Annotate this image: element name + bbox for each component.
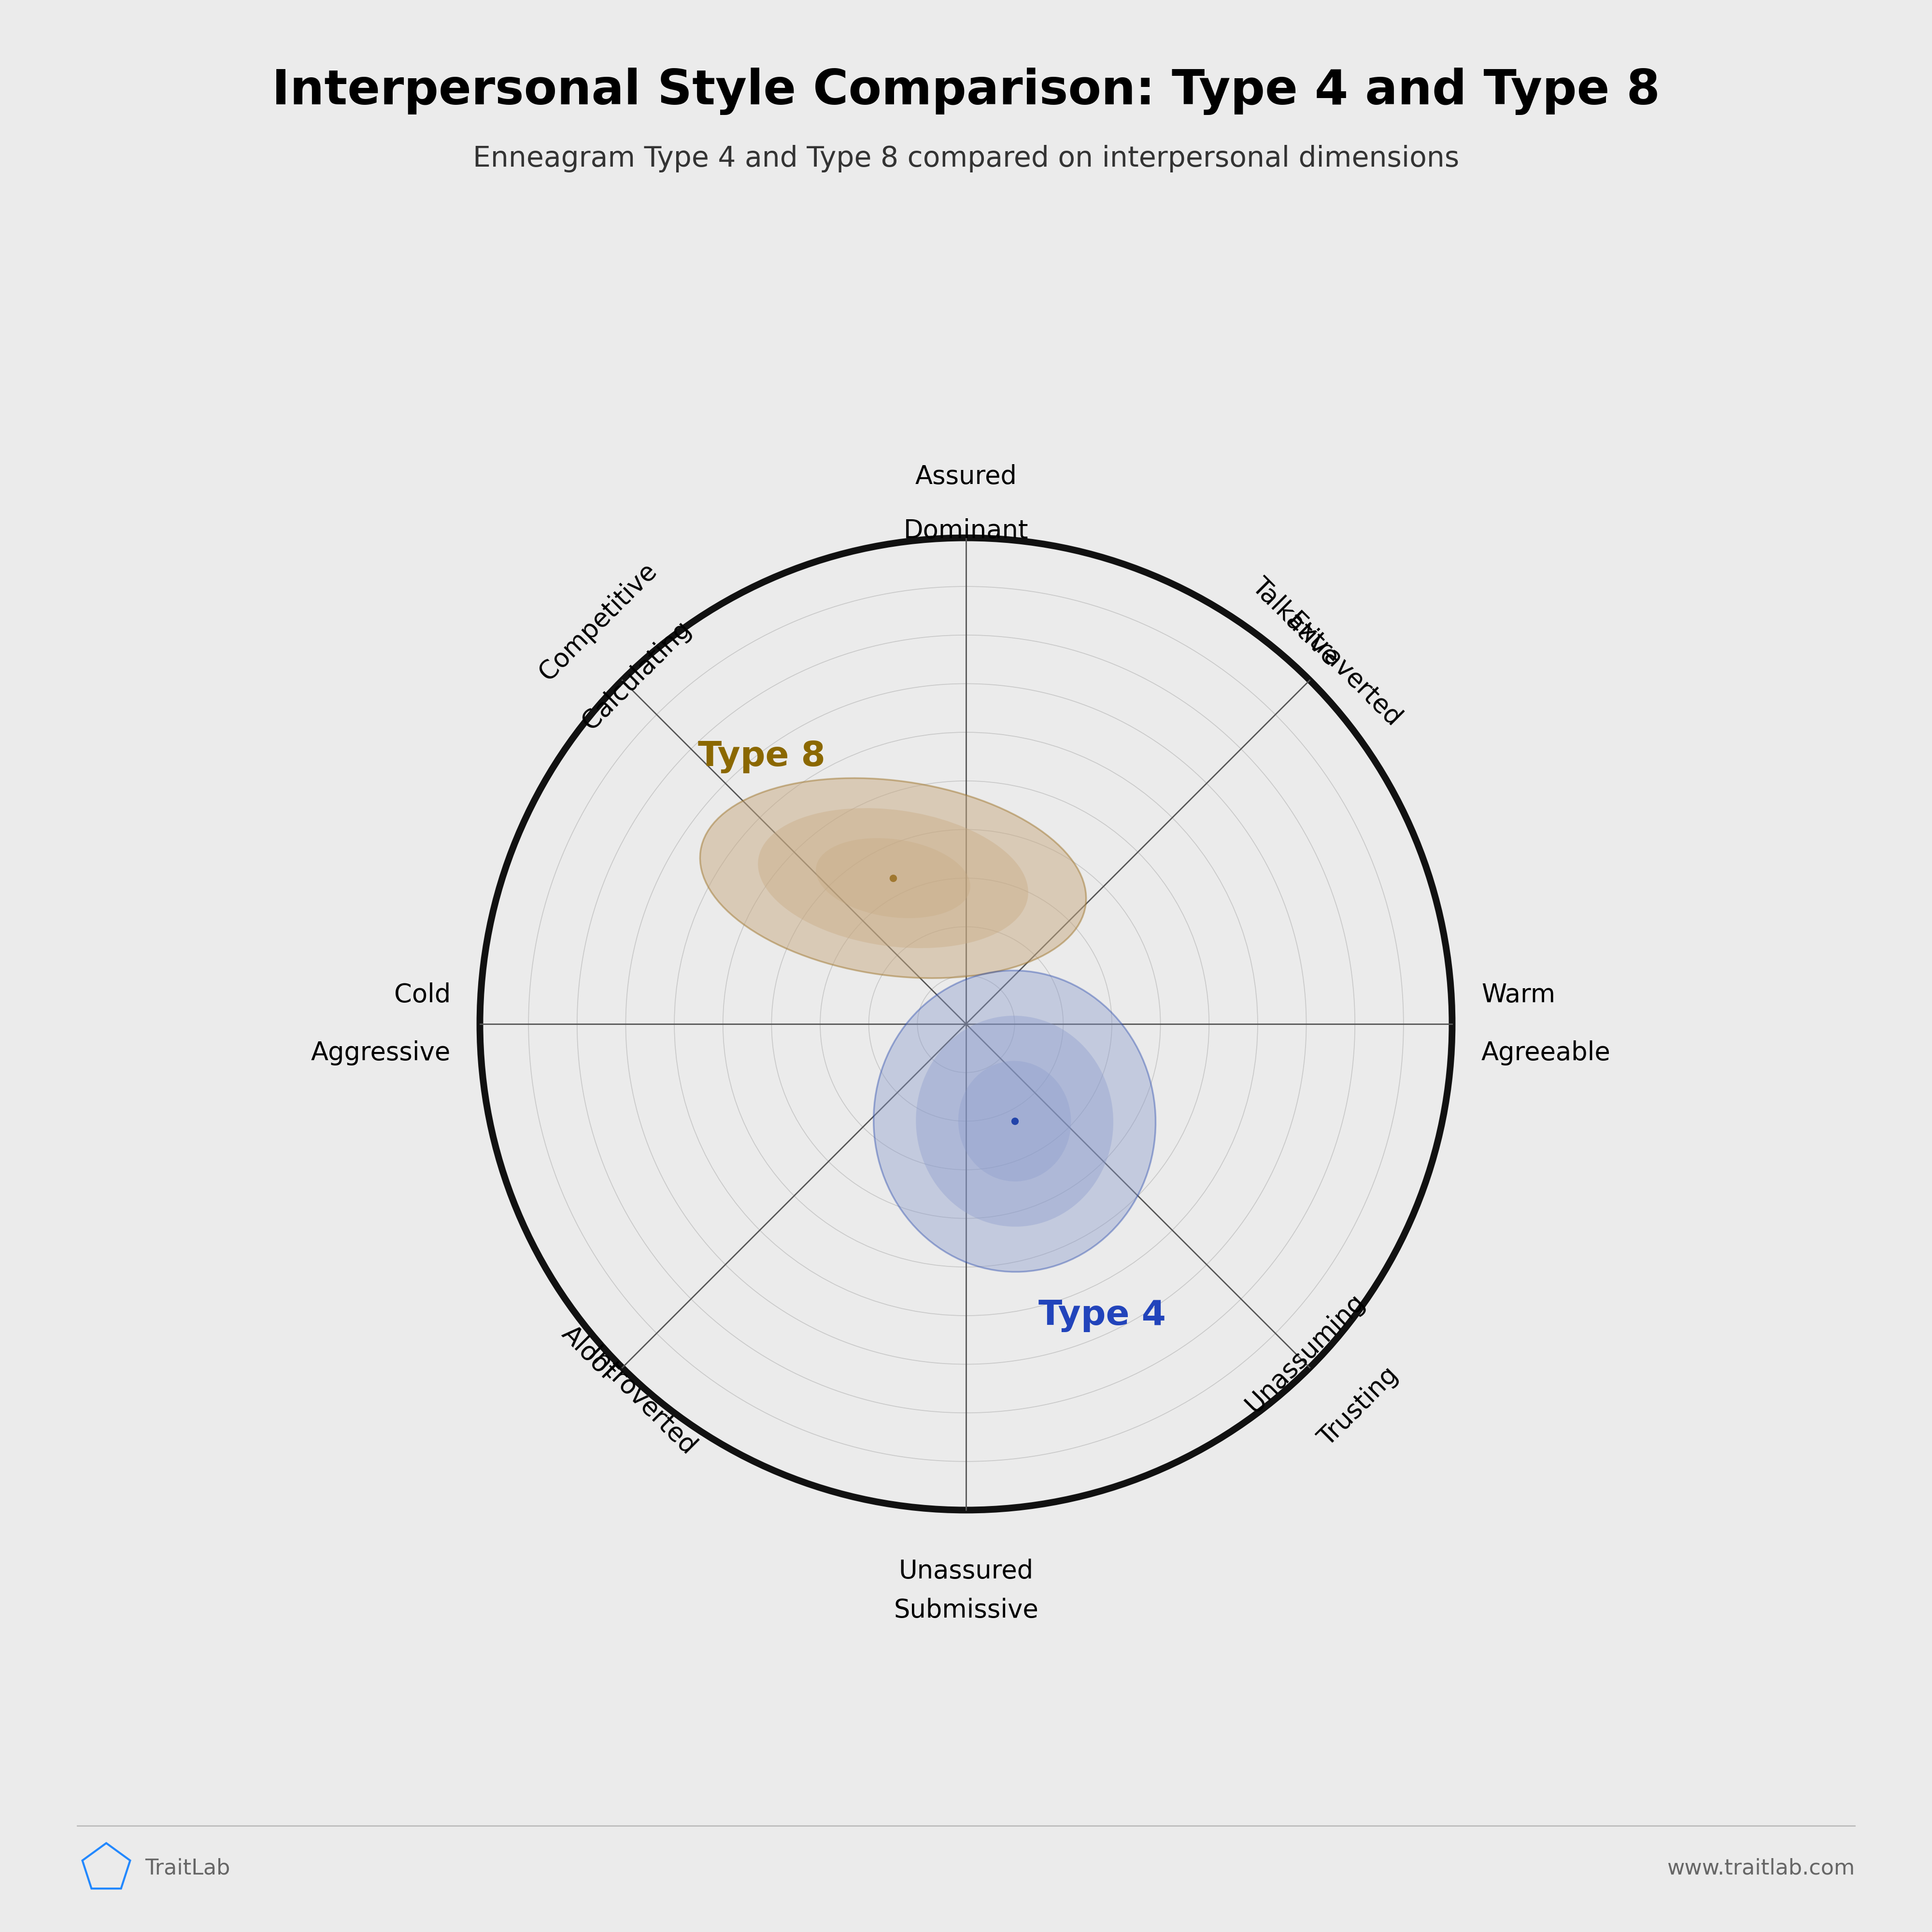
Ellipse shape xyxy=(916,1016,1113,1227)
Text: Assured: Assured xyxy=(916,464,1016,489)
Text: Enneagram Type 4 and Type 8 compared on interpersonal dimensions: Enneagram Type 4 and Type 8 compared on … xyxy=(473,145,1459,172)
Text: Calculating: Calculating xyxy=(578,616,696,734)
Text: Cold: Cold xyxy=(394,981,450,1007)
Ellipse shape xyxy=(757,808,1028,949)
Text: Agreeable: Agreeable xyxy=(1482,1041,1611,1066)
Text: Unassured: Unassured xyxy=(898,1559,1034,1584)
Text: Type 4: Type 4 xyxy=(1037,1298,1165,1333)
Ellipse shape xyxy=(815,838,970,918)
Text: Introverted: Introverted xyxy=(583,1343,701,1461)
Text: Competitive: Competitive xyxy=(535,558,661,686)
Text: Interpersonal Style Comparison: Type 4 and Type 8: Interpersonal Style Comparison: Type 4 a… xyxy=(272,68,1660,116)
Text: Aloof: Aloof xyxy=(556,1321,620,1385)
Text: Type 8: Type 8 xyxy=(697,740,825,773)
Text: www.traitlab.com: www.traitlab.com xyxy=(1667,1859,1855,1878)
Text: Unassuming: Unassuming xyxy=(1240,1289,1370,1418)
Ellipse shape xyxy=(958,1061,1070,1182)
Ellipse shape xyxy=(699,779,1086,978)
Text: Submissive: Submissive xyxy=(895,1598,1037,1623)
Text: Extraverted: Extraverted xyxy=(1281,609,1406,732)
Text: Aggressive: Aggressive xyxy=(311,1041,450,1066)
Text: Warm: Warm xyxy=(1482,981,1555,1007)
Ellipse shape xyxy=(873,970,1155,1271)
Text: TraitLab: TraitLab xyxy=(145,1859,230,1878)
Text: Talkative: Talkative xyxy=(1246,574,1343,670)
Text: Trusting: Trusting xyxy=(1314,1362,1403,1451)
Text: Dominant: Dominant xyxy=(904,518,1028,543)
